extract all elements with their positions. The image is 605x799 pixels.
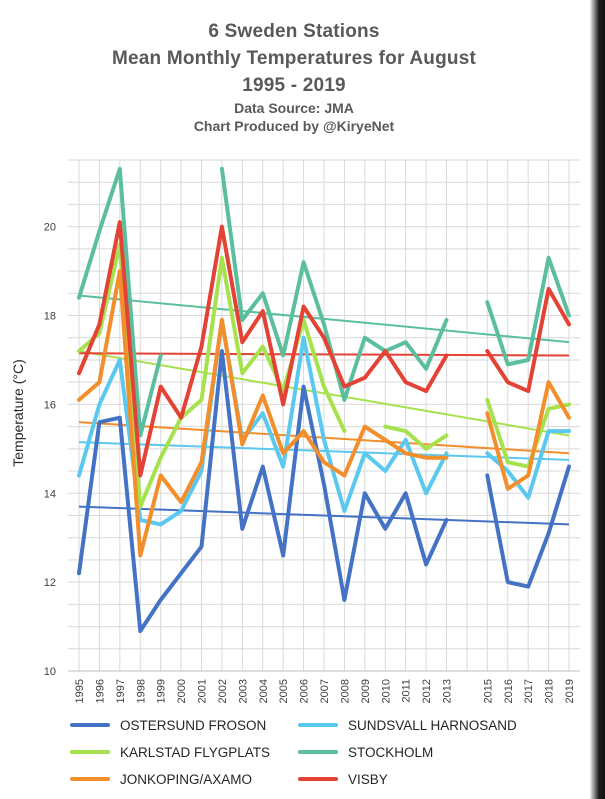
chart-legend: OSTERSUND FROSON SUNDSVALL HARNOSAND KARLS…: [70, 716, 590, 788]
trendline: [78, 505, 570, 526]
trendline: [78, 350, 570, 437]
legend-label: STOCKHOLM: [348, 744, 434, 760]
chart-title-line-2: Mean Monthly Temperatures for August: [111, 48, 476, 69]
x-tick-label: 2015: [482, 679, 494, 703]
x-tick-label: 2002: [217, 679, 229, 703]
y-tick-label: 12: [44, 577, 56, 589]
y-tick-label: 16: [44, 399, 56, 411]
series-line: [77, 269, 449, 558]
y-tick-label: 18: [44, 311, 56, 323]
series-line: [77, 166, 163, 438]
legend-item: JONKOPING/AXAMO: [70, 770, 298, 788]
chart-title-line-3: 1995 - 2019: [242, 75, 346, 96]
trendline: [78, 352, 570, 357]
legend-label: VISBY: [348, 771, 388, 787]
legend-swatch: [70, 750, 110, 754]
x-tick-label: 1998: [135, 679, 147, 703]
legend-item: VISBY: [298, 770, 558, 788]
x-tick-label: 2005: [278, 679, 290, 703]
trendline: [78, 441, 570, 461]
legend-swatch: [298, 750, 338, 754]
series-line: [485, 464, 571, 589]
x-tick-label: 1997: [115, 679, 127, 703]
x-tick-label: 1999: [156, 679, 168, 703]
x-tick-label: 2009: [360, 679, 372, 703]
legend-swatch: [70, 777, 110, 781]
chart-title-block: 6 Sweden Stations Mean Monthly Temperatu…: [0, 18, 588, 135]
x-tick-label: 2017: [523, 679, 535, 703]
data-source-note: Data Source: JMA: [234, 100, 354, 116]
line-chart: Temperature (°C) 10 12 14 16 18 20 1995 1996 199…: [10, 159, 580, 703]
series-line: [383, 424, 449, 451]
legend-item: STOCKHOLM: [298, 743, 558, 761]
y-tick-label: 14: [44, 488, 56, 500]
series-line: [77, 318, 449, 527]
series-line: [77, 349, 449, 633]
series-line: [485, 286, 571, 394]
legend-item: KARLSTAD FLYGPLATS: [70, 743, 298, 761]
legend-label: OSTERSUND FROSON: [120, 717, 267, 733]
x-tick-label: 2012: [421, 679, 433, 703]
legend-label: KARLSTAD FLYGPLATS: [120, 744, 271, 760]
legend-swatch: [70, 723, 110, 727]
x-tick-label: 2003: [237, 679, 249, 703]
x-tick-label: 2004: [258, 679, 270, 703]
y-axis-title: Temperature (°C): [10, 359, 26, 467]
legend-label: SUNDSVALL HARNOSAND: [348, 717, 517, 733]
x-tick-label: 1996: [94, 679, 106, 703]
x-tick-label: 2019: [564, 679, 576, 703]
series-line: [485, 255, 571, 367]
chart-title-line-1: 6 Sweden Stations: [208, 21, 380, 42]
legend-swatch: [298, 723, 338, 727]
y-tick-label: 10: [44, 666, 56, 678]
x-tick-label: 2007: [319, 679, 331, 703]
legend-label: JONKOPING/AXAMO: [120, 771, 253, 787]
x-tick-label: 2000: [176, 679, 188, 703]
x-tick-label: 2001: [197, 679, 209, 703]
x-tick-label: 2018: [544, 679, 556, 703]
x-tick-label: 1995: [74, 679, 86, 703]
legend-swatch: [298, 777, 338, 781]
x-tick-label: 2016: [503, 679, 515, 703]
series-line: [485, 380, 571, 491]
chart-credit: Chart Produced by @KiryeNet: [193, 118, 395, 134]
series-line: [77, 220, 449, 478]
legend-item: OSTERSUND FROSON: [70, 716, 298, 734]
legend-item: SUNDSVALL HARNOSAND: [298, 716, 558, 734]
x-tick-label: 2008: [339, 679, 351, 703]
y-tick-label: 20: [44, 222, 56, 234]
x-tick-label: 2013: [442, 679, 454, 703]
x-tick-label: 2011: [401, 679, 413, 703]
x-tick-label: 2006: [299, 679, 311, 703]
window-edge-shadow: [590, 0, 605, 799]
x-tick-label: 2010: [380, 679, 392, 703]
